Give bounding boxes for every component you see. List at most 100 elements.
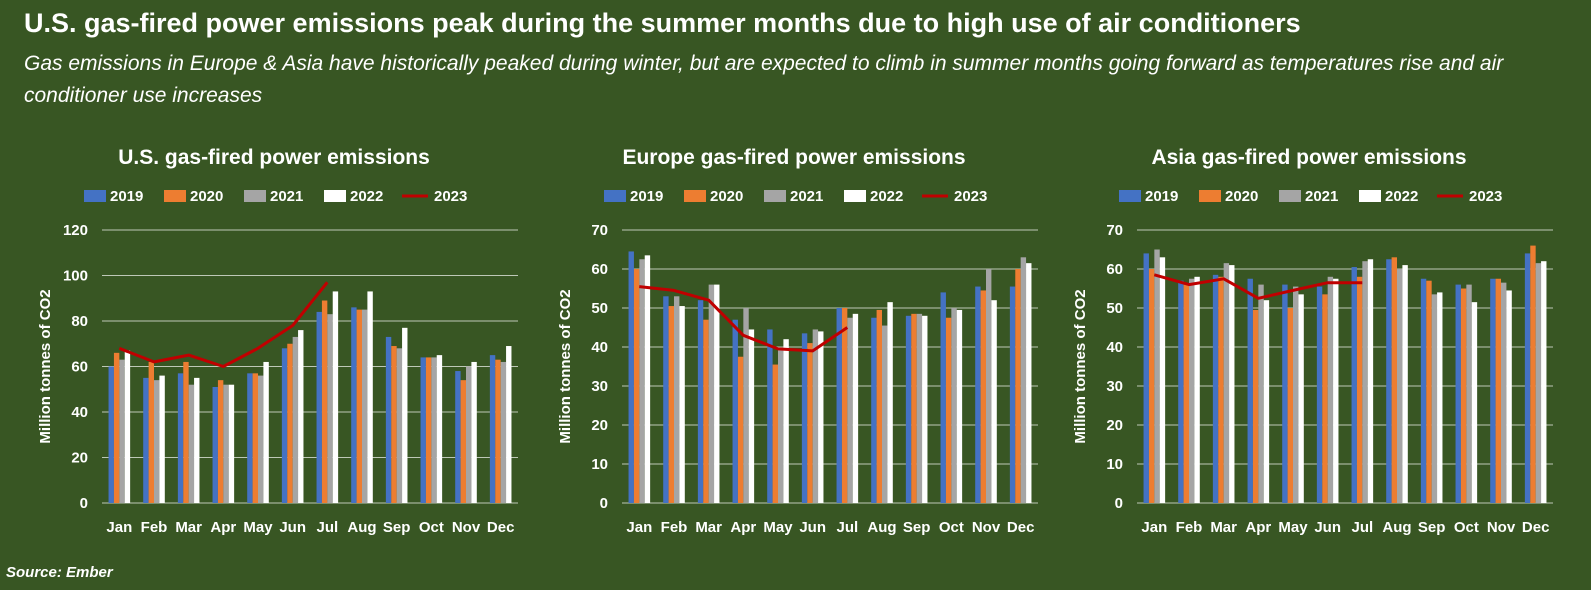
us-bar-2020-jul [321, 300, 328, 503]
us-legend-label-2019: 2019 [110, 188, 143, 205]
asia-bar-2019-mar [1212, 274, 1219, 503]
us-y-tick-label: 120 [63, 222, 88, 239]
europe-legend-swatch-2022 [844, 190, 866, 202]
europe-bar-2020-jul [841, 308, 848, 503]
asia-bar-2022-sep [1437, 292, 1443, 503]
europe-bar-2022-jun [818, 331, 824, 503]
asia-bar-2021-may [1293, 286, 1299, 503]
asia-bar-2020-oct [1460, 288, 1467, 503]
asia-bar-2021-jul [1362, 261, 1368, 503]
asia-x-tick-label: May [1278, 519, 1308, 536]
us-bar-2021-feb [154, 380, 160, 503]
asia-x-tick-label: Aug [1382, 519, 1411, 536]
us-x-tick-label: Jul [316, 519, 338, 536]
asia-x-tick-label: Oct [1454, 519, 1479, 536]
europe-bar-2020-may [772, 364, 778, 503]
asia-bar-2019-jan [1143, 253, 1149, 503]
asia-bar-2022-jul [1367, 259, 1374, 503]
us-x-tick-label: May [243, 519, 273, 536]
europe-bar-2019-sep [905, 315, 912, 503]
europe-bar-2020-apr [737, 356, 744, 503]
us-y-tick-label: 80 [71, 313, 88, 330]
europe-bar-2022-oct [956, 309, 963, 503]
europe-bar-2019-oct [940, 292, 946, 503]
asia-legend-swatch-2021 [1279, 190, 1301, 202]
europe-bar-2020-oct [945, 317, 952, 503]
europe-legend-label-2021: 2021 [790, 188, 823, 205]
us-bar-2022-apr [228, 384, 235, 503]
asia-bar-2019-apr [1247, 278, 1253, 503]
europe-bar-2020-jun [807, 343, 813, 503]
us-bar-2020-apr [217, 380, 224, 503]
us-bar-2022-may [263, 361, 269, 503]
asia-x-tick-label: Mar [1210, 519, 1237, 536]
asia-bar-2020-mar [1218, 276, 1224, 503]
europe-legend-swatch-2021 [764, 190, 786, 202]
europe-bar-2021-apr [743, 308, 749, 503]
us-x-tick-label: Dec [487, 519, 515, 536]
europe-bar-2022-feb [679, 306, 685, 503]
asia-bar-2019-nov [1490, 278, 1496, 503]
us-bar-2019-dec [489, 355, 496, 503]
asia-bar-2020-apr [1252, 309, 1259, 503]
us-bar-2019-sep [385, 336, 392, 503]
europe-y-tick-label: 20 [591, 417, 608, 434]
europe-bar-2021-may [778, 348, 784, 503]
us-bar-2022-aug [367, 291, 373, 503]
us-bar-2022-oct [436, 355, 443, 503]
asia-y-tick-label: 20 [1106, 417, 1123, 434]
europe-bar-2020-feb [668, 306, 674, 503]
europe-chart-title: Europe gas-fired power emissions [622, 146, 965, 169]
us-bar-2021-jun [292, 336, 299, 503]
europe-legend-label-2020: 2020 [710, 188, 743, 205]
us-bar-2020-sep [391, 346, 397, 503]
asia-bar-2019-may [1282, 284, 1288, 503]
europe-bar-2019-jan [628, 251, 634, 503]
us-bar-2019-jun [281, 348, 288, 503]
asia-x-tick-label: Nov [1487, 519, 1516, 536]
us-x-tick-label: Jun [279, 519, 306, 536]
us-bar-2019-feb [143, 377, 149, 503]
asia-bar-2021-dec [1535, 263, 1542, 503]
us-line-2023 [118, 281, 329, 368]
us-bar-2021-nov [466, 366, 472, 503]
asia-bar-2020-dec [1530, 245, 1536, 503]
us-x-tick-label: Nov [452, 519, 481, 536]
asia-x-tick-label: Jul [1351, 519, 1373, 536]
europe-x-tick-label: Jul [836, 519, 858, 536]
us-x-tick-label: Jan [106, 519, 132, 536]
asia-chart-title: Asia gas-fired power emissions [1151, 146, 1466, 169]
us-bar-2020-aug [356, 309, 362, 503]
europe-bar-2021-jul [847, 317, 853, 503]
europe-bar-2022-dec [1026, 263, 1032, 503]
us-bar-2021-may [258, 375, 264, 503]
us-legend-label-2022: 2022 [350, 188, 383, 205]
asia-y-tick-label: 30 [1106, 378, 1123, 395]
us-x-tick-label: Mar [175, 519, 202, 536]
us-bar-2020-dec [495, 359, 501, 503]
us-bar-2019-mar [177, 373, 184, 503]
us-legend-swatch-2019 [84, 190, 106, 202]
us-bar-2021-mar [188, 384, 195, 503]
asia-bar-2021-apr [1258, 284, 1264, 503]
asia-bar-2022-jun [1333, 278, 1339, 503]
page-title: U.S. gas-fired power emissions peak duri… [24, 8, 1301, 38]
europe-bar-2019-nov [975, 286, 981, 503]
europe-bar-2020-dec [1015, 269, 1021, 503]
europe-bar-2019-jun [801, 333, 808, 503]
europe-x-tick-label: Jun [799, 519, 826, 536]
europe-bar-2020-mar [703, 319, 709, 503]
europe-bar-2022-jul [852, 313, 859, 503]
asia-line-2023 [1153, 273, 1363, 300]
europe-x-tick-label: Jan [626, 519, 652, 536]
us-bar-2021-sep [396, 348, 403, 503]
us-bar-2020-feb [148, 361, 154, 503]
us-bar-2020-may [252, 373, 258, 503]
europe-bar-2021-feb [674, 296, 680, 503]
us-y-tick-label: 40 [71, 404, 88, 421]
asia-bar-2021-jun [1327, 276, 1334, 503]
us-x-tick-label: Apr [210, 519, 236, 536]
asia-bar-2022-aug [1402, 265, 1408, 503]
asia-bar-2021-jan [1154, 249, 1160, 503]
